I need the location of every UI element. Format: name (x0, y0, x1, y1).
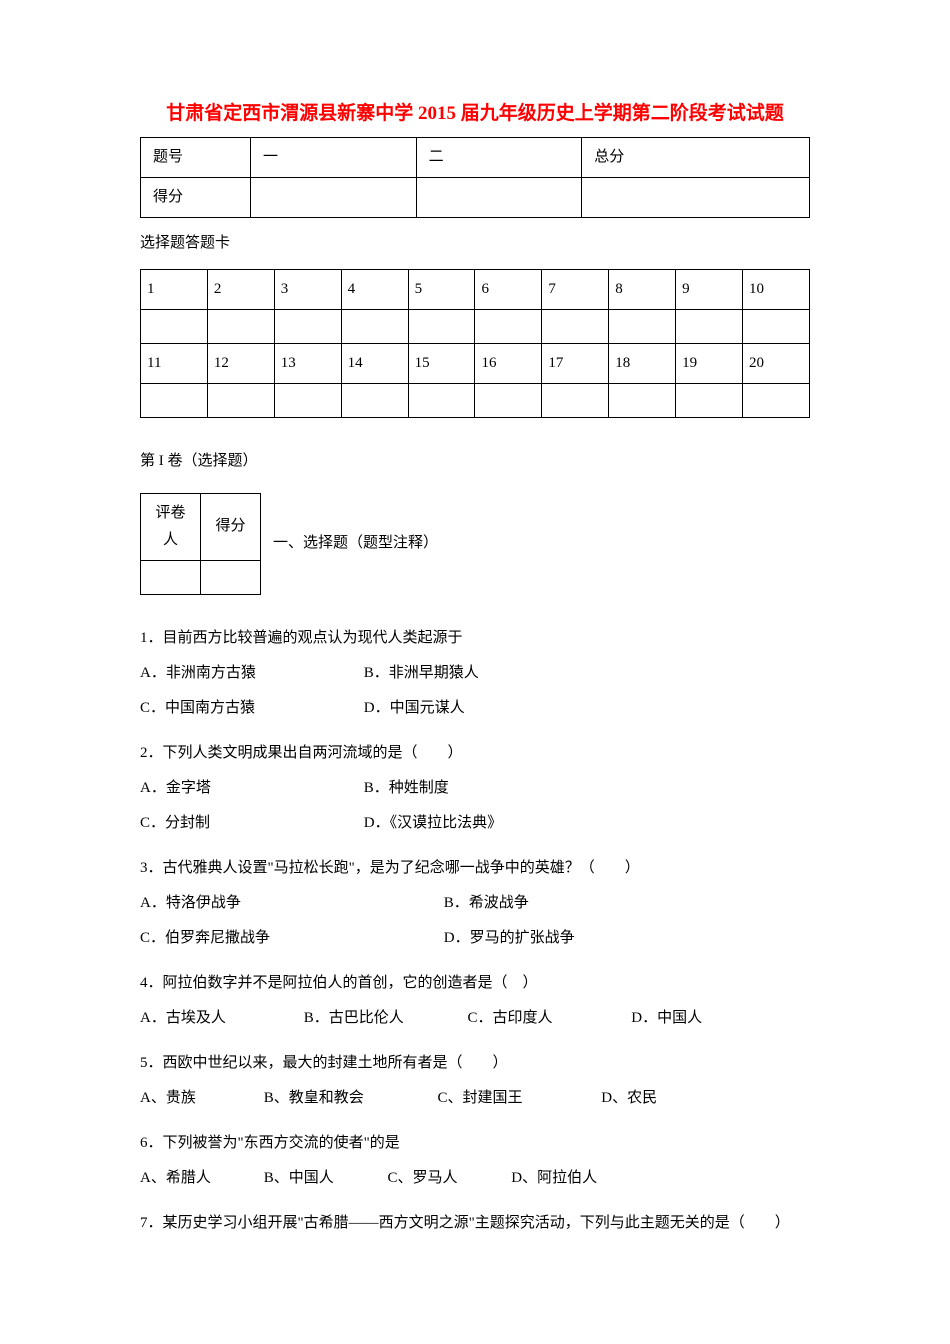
question-option: C．分封制 (140, 810, 360, 837)
grader-blank-cell (201, 560, 261, 594)
answer-num-cell: 2 (207, 269, 274, 309)
question-4: 4．阿拉伯数字并不是阿拉伯人的首创，它的创造者是（ ） A．古埃及人 B．古巴比… (140, 970, 810, 1032)
answer-blank-cell (408, 309, 475, 343)
question-option: C．伯罗奔尼撒战争 (140, 925, 440, 952)
answer-blank-cell (542, 309, 609, 343)
question-option: C．古印度人 (468, 1005, 628, 1032)
answer-num-cell: 5 (408, 269, 475, 309)
answer-blank-cell (141, 309, 208, 343)
answer-blank-cell (408, 383, 475, 417)
answer-blank-cell (207, 309, 274, 343)
question-3: 3．古代雅典人设置"马拉松长跑"，是为了纪念哪一战争中的英雄？（ ） A．特洛伊… (140, 855, 810, 952)
exam-title: 甘肃省定西市渭源县新寨中学 2015 届九年级历史上学期第二阶段考试试题 (140, 100, 810, 129)
answer-num-cell: 10 (743, 269, 810, 309)
section-title: 一、选择题（题型注释） (273, 530, 438, 557)
answer-blank-cell (609, 309, 676, 343)
answer-num-cell: 9 (676, 269, 743, 309)
question-2: 2．下列人类文明成果出自两河流域的是（ ） A．金字塔 B．种姓制度 C．分封制… (140, 740, 810, 837)
question-option: B．希波战争 (444, 890, 529, 917)
question-option: B．种姓制度 (364, 775, 449, 802)
question-option: A、希腊人 (140, 1165, 260, 1192)
header-cell: 总分 (582, 137, 810, 177)
question-option: D、农民 (601, 1085, 657, 1112)
question-5: 5．西欧中世纪以来，最大的封建土地所有者是（ ） A、贵族 B、教皇和教会 C、… (140, 1050, 810, 1112)
answer-num-cell: 20 (743, 343, 810, 383)
answer-blank-cell (475, 383, 542, 417)
answer-blank-cell (743, 383, 810, 417)
answer-num-cell: 15 (408, 343, 475, 383)
answer-num-cell: 7 (542, 269, 609, 309)
question-option: A、贵族 (140, 1085, 260, 1112)
question-option: B、中国人 (264, 1165, 384, 1192)
answer-num-cell: 17 (542, 343, 609, 383)
score-label-cell: 得分 (141, 177, 251, 217)
answer-blank-cell (341, 383, 408, 417)
question-stem: 1．目前西方比较普遍的观点认为现代人类起源于 (140, 625, 810, 652)
grader-table: 评卷人 得分 (140, 493, 261, 595)
header-cell: 二 (416, 137, 582, 177)
part-header: 第 I 卷（选择题） (140, 448, 810, 475)
answer-num-cell: 16 (475, 343, 542, 383)
header-cell: 一 (251, 137, 417, 177)
question-option: A．特洛伊战争 (140, 890, 440, 917)
answer-blank-cell (475, 309, 542, 343)
answer-num-cell: 3 (274, 269, 341, 309)
answer-card-label: 选择题答题卡 (140, 230, 810, 257)
question-stem: 2．下列人类文明成果出自两河流域的是（ ） (140, 740, 810, 767)
question-option: D．中国元谋人 (364, 695, 465, 722)
answer-num-cell: 12 (207, 343, 274, 383)
question-option: A．金字塔 (140, 775, 360, 802)
answer-blank-cell (743, 309, 810, 343)
question-option: D．罗马的扩张战争 (444, 925, 575, 952)
question-option: D．中国人 (631, 1005, 702, 1032)
answer-num-cell: 13 (274, 343, 341, 383)
grader-header-cell: 得分 (201, 493, 261, 560)
answer-num-cell: 4 (341, 269, 408, 309)
header-cell: 题号 (141, 137, 251, 177)
question-7: 7．某历史学习小组开展"古希腊——西方文明之源"主题探究活动，下列与此主题无关的… (140, 1210, 810, 1237)
answer-blank-cell (609, 383, 676, 417)
question-option: A．非洲南方古猿 (140, 660, 360, 687)
grader-blank-cell (141, 560, 201, 594)
answer-blank-cell (274, 383, 341, 417)
answer-blank-cell (676, 309, 743, 343)
grader-header-cell: 评卷人 (141, 493, 201, 560)
answer-num-cell: 11 (141, 343, 208, 383)
answer-num-cell: 8 (609, 269, 676, 309)
question-1: 1．目前西方比较普遍的观点认为现代人类起源于 A．非洲南方古猿 B．非洲早期猿人… (140, 625, 810, 722)
question-option: D．《汉谟拉比法典》 (364, 810, 502, 837)
question-option: B．非洲早期猿人 (364, 660, 479, 687)
answer-blank-cell (341, 309, 408, 343)
answer-num-cell: 6 (475, 269, 542, 309)
answer-blank-cell (141, 383, 208, 417)
answer-blank-cell (542, 383, 609, 417)
question-stem: 3．古代雅典人设置"马拉松长跑"，是为了纪念哪一战争中的英雄？（ ） (140, 855, 810, 882)
score-summary-table: 题号 一 二 总分 得分 (140, 137, 810, 218)
answer-num-cell: 19 (676, 343, 743, 383)
question-option: C、罗马人 (388, 1165, 508, 1192)
question-stem: 6．下列被誉为"东西方交流的使者"的是 (140, 1130, 810, 1157)
score-cell (416, 177, 582, 217)
question-6: 6．下列被誉为"东西方交流的使者"的是 A、希腊人 B、中国人 C、罗马人 D、… (140, 1130, 810, 1192)
score-cell (582, 177, 810, 217)
score-cell (251, 177, 417, 217)
question-option: D、阿拉伯人 (511, 1165, 597, 1192)
question-option: C．中国南方古猿 (140, 695, 360, 722)
answer-blank-cell (274, 309, 341, 343)
question-option: A．古埃及人 (140, 1005, 300, 1032)
question-option: B．古巴比伦人 (304, 1005, 464, 1032)
answer-blank-cell (207, 383, 274, 417)
answer-card-table: 1 2 3 4 5 6 7 8 9 10 11 12 13 14 15 16 1… (140, 269, 810, 418)
question-option: B、教皇和教会 (264, 1085, 434, 1112)
question-stem: 5．西欧中世纪以来，最大的封建土地所有者是（ ） (140, 1050, 810, 1077)
answer-num-cell: 1 (141, 269, 208, 309)
question-option: C、封建国王 (438, 1085, 598, 1112)
answer-num-cell: 18 (609, 343, 676, 383)
question-stem: 4．阿拉伯数字并不是阿拉伯人的首创，它的创造者是（ ） (140, 970, 810, 997)
answer-num-cell: 14 (341, 343, 408, 383)
question-stem: 7．某历史学习小组开展"古希腊——西方文明之源"主题探究活动，下列与此主题无关的… (140, 1210, 810, 1237)
answer-blank-cell (676, 383, 743, 417)
